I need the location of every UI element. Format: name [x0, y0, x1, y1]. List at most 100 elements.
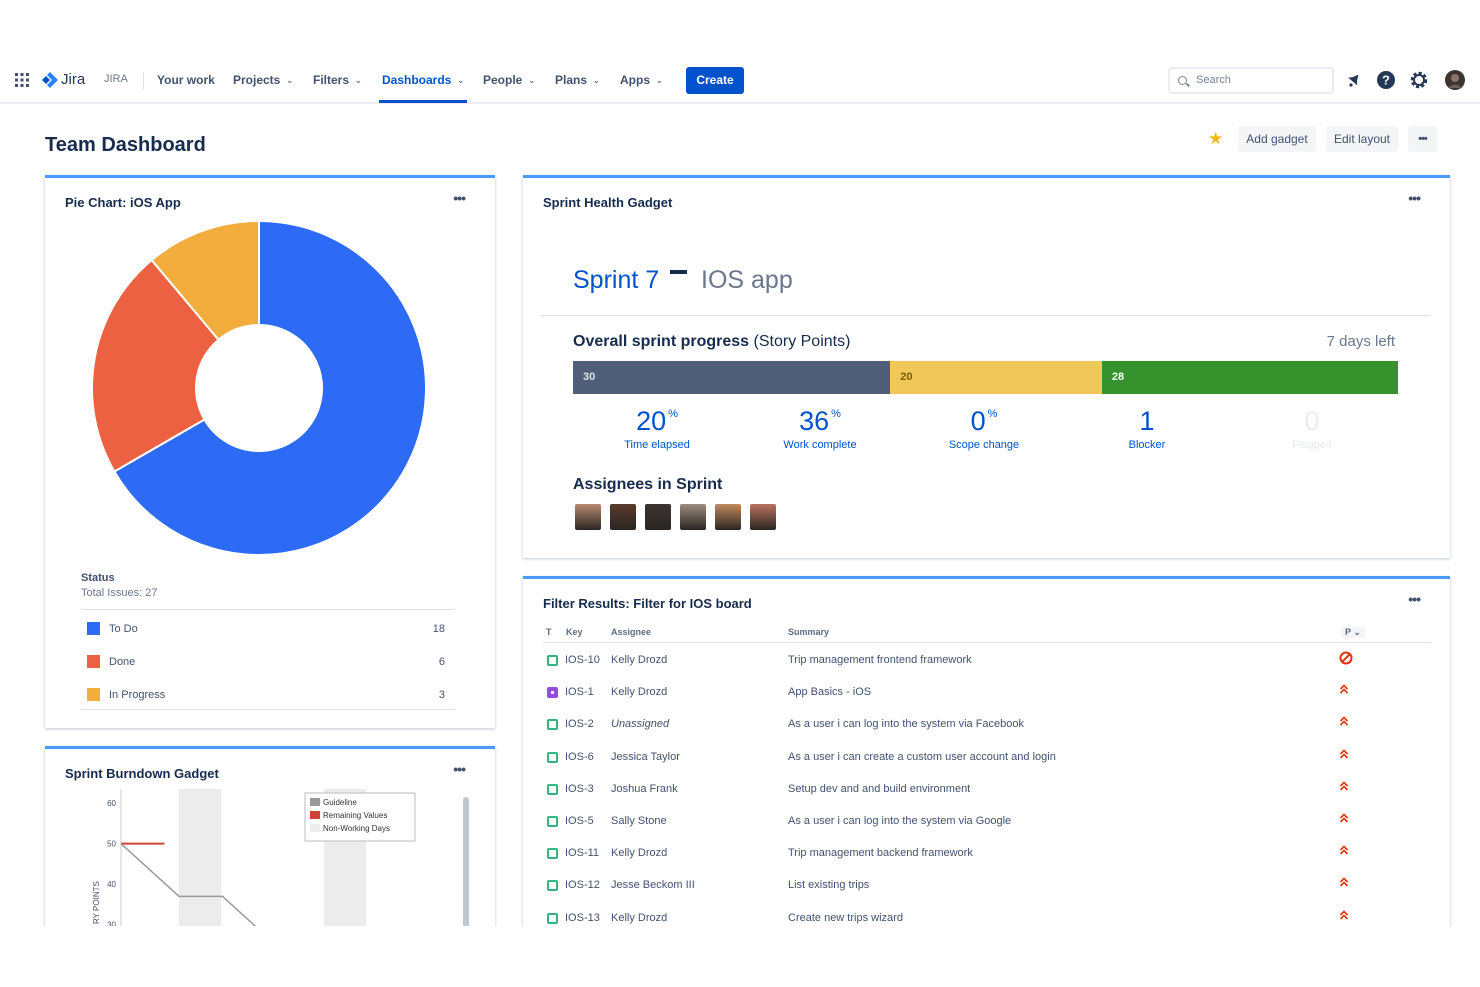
table-row[interactable]: IOS-12 Jesse Beckom III List existing trip…: [543, 872, 1431, 904]
table-row[interactable]: IOS-11 Kelly Drozd Trip management backend…: [543, 840, 1431, 872]
pie-chart-gadget: Pie Chart: iOS App ••• Status Total Issu…: [45, 175, 495, 728]
table-row[interactable]: IOS-2 Unassigned As a user i can log into …: [543, 711, 1431, 743]
assignee-avatar[interactable]: [575, 504, 601, 530]
issue-summary[interactable]: App Basics - iOS: [788, 686, 872, 699]
issue-assignee[interactable]: Jessica Taylor: [611, 750, 680, 763]
assignee-avatar[interactable]: [610, 504, 636, 530]
stat-work-complete[interactable]: 36% Work complete: [783, 406, 857, 451]
issue-summary[interactable]: Setup dev and and build environment: [788, 782, 971, 795]
chevron-down-icon: ⌄: [1353, 627, 1361, 637]
column-header-summary[interactable]: Summary: [788, 627, 830, 637]
table-row[interactable]: IOS-13 Kelly Drozd Create new trips wizard: [543, 905, 1431, 926]
gadget-title: Sprint Burndown Gadget: [65, 766, 219, 781]
assignee-avatar[interactable]: [715, 504, 741, 530]
search-input[interactable]: Search: [1168, 67, 1334, 94]
column-header-assignee[interactable]: Assignee: [611, 627, 652, 637]
issue-key[interactable]: IOS-10: [565, 654, 600, 666]
gadget-more-button[interactable]: •••: [453, 761, 466, 777]
total-issues-label: Total Issues: 27: [81, 587, 158, 599]
nav-dashboards[interactable]: Dashboards ⌄: [382, 73, 465, 87]
star-icon[interactable]: ★: [1208, 129, 1224, 148]
stat-flagged[interactable]: 0 Flagged: [1292, 406, 1332, 451]
pie-slice-done[interactable]: [91, 258, 220, 473]
issue-summary[interactable]: Create new trips wizard: [788, 911, 903, 924]
profile-avatar[interactable]: [1445, 70, 1465, 90]
filter-results-gadget: Filter Results: Filter for IOS board •••…: [523, 576, 1450, 926]
chevron-down-icon: ⌄: [355, 76, 362, 85]
column-header-type[interactable]: T: [546, 627, 552, 637]
assignee-avatar[interactable]: [750, 504, 776, 530]
issue-key[interactable]: IOS-1: [565, 686, 594, 699]
column-header-priority[interactable]: P ⌄: [1341, 627, 1365, 638]
issue-key[interactable]: IOS-3: [565, 782, 594, 795]
issue-key[interactable]: IOS-12: [565, 879, 600, 892]
assignee-avatar[interactable]: [680, 504, 706, 530]
pie-slice-in-progress[interactable]: [150, 219, 260, 342]
legend-count: 3: [438, 689, 445, 701]
table-row[interactable]: IOS-3 Joshua Frank Setup dev and and build…: [543, 776, 1431, 808]
gadget-more-button[interactable]: •••: [1408, 591, 1421, 607]
app-name[interactable]: Jira: [61, 71, 86, 88]
sprint-app-name: IOS app: [701, 266, 793, 294]
help-icon[interactable]: ?: [1376, 70, 1396, 90]
stat-time-elapsed[interactable]: 20% Time elapsed: [624, 406, 690, 451]
highest-priority-icon: [1339, 748, 1349, 763]
issue-key[interactable]: IOS-2: [565, 718, 594, 731]
notifications-icon[interactable]: [1344, 70, 1364, 90]
column-header-key[interactable]: Key: [566, 627, 583, 637]
legend-divider: [81, 709, 455, 710]
issue-assignee[interactable]: Sally Stone: [611, 815, 667, 827]
gadget-more-button[interactable]: •••: [1408, 190, 1421, 206]
series-line-guideline: [120, 843, 257, 926]
issue-key[interactable]: IOS-13: [565, 911, 600, 924]
table-row[interactable]: IOS-5 Sally Stone As a user i can log into…: [543, 808, 1431, 840]
issue-summary[interactable]: As a user i can create a custom user acc…: [788, 750, 1056, 763]
stat-scope-change[interactable]: 0% Scope change: [948, 406, 1020, 451]
highest-priority-icon: [1339, 812, 1349, 827]
issue-assignee[interactable]: Kelly Drozd: [611, 911, 668, 924]
pie-slice-to-do[interactable]: [113, 219, 427, 556]
highest-priority-icon: [1339, 683, 1349, 698]
edit-layout-button[interactable]: Edit layout: [1326, 126, 1398, 152]
scrollbar[interactable]: [463, 797, 469, 926]
nav-apps[interactable]: Apps ⌄: [620, 73, 663, 87]
issue-assignee[interactable]: Joshua Frank: [611, 782, 678, 795]
table-row[interactable]: IOS-10 Kelly Drozd Trip management fronten…: [543, 647, 1431, 679]
more-actions-button[interactable]: •••: [1408, 126, 1437, 152]
issue-key[interactable]: IOS-6: [565, 750, 594, 763]
issue-key[interactable]: IOS-11: [565, 847, 600, 860]
settings-icon[interactable]: [1409, 70, 1429, 90]
jira-logo-icon[interactable]: [41, 71, 59, 89]
issue-summary[interactable]: Trip management backend framework: [788, 847, 973, 860]
issue-assignee[interactable]: Unassigned: [611, 718, 670, 731]
legend-label: Guideline: [323, 798, 357, 807]
issue-key[interactable]: IOS-5: [565, 815, 594, 827]
nav-projects[interactable]: Projects ⌄: [233, 73, 294, 87]
y-tick-label: 40: [107, 880, 116, 889]
nav-your-work[interactable]: Your work: [157, 73, 215, 87]
issue-assignee[interactable]: Kelly Drozd: [611, 654, 668, 666]
nav-people[interactable]: People ⌄: [483, 73, 536, 87]
assignee-avatar[interactable]: [645, 504, 671, 530]
issue-summary[interactable]: As a user i can log into the system via …: [788, 815, 1012, 827]
gadget-more-button[interactable]: •••: [453, 190, 466, 206]
issue-summary[interactable]: Trip management frontend framework: [788, 654, 972, 666]
issue-summary[interactable]: List existing trips: [788, 879, 870, 892]
app-switcher-icon[interactable]: [14, 72, 30, 88]
nav-plans[interactable]: Plans ⌄: [555, 73, 600, 87]
issue-summary[interactable]: As a user i can log into the system via …: [788, 718, 1025, 731]
issue-assignee[interactable]: Kelly Drozd: [611, 847, 668, 860]
legend-label: To Do: [109, 623, 138, 635]
issue-assignee[interactable]: Kelly Drozd: [611, 686, 668, 699]
sprint-name[interactable]: Sprint 7: [573, 266, 660, 294]
add-gadget-button[interactable]: Add gadget: [1238, 126, 1316, 152]
nav-divider: [143, 72, 144, 90]
table-row[interactable]: IOS-1 Kelly Drozd App Basics - iOS: [543, 679, 1431, 711]
create-button[interactable]: Create: [686, 67, 744, 94]
sprint-progress-bar: 30 20 28: [573, 361, 1398, 394]
table-row[interactable]: IOS-6 Jessica Taylor As a user i can creat…: [543, 744, 1431, 776]
nav-filters[interactable]: Filters ⌄: [313, 73, 362, 87]
stat-blocker[interactable]: 1 Blocker: [1128, 406, 1166, 451]
chevron-down-icon: ⌄: [528, 76, 536, 85]
issue-assignee[interactable]: Jesse Beckom III: [611, 879, 695, 892]
